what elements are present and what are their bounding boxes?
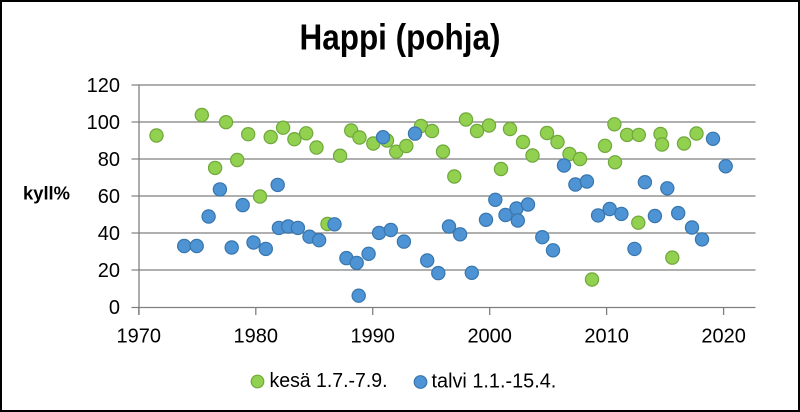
svg-text:kesä 1.7.-7.9.: kesä 1.7.-7.9. [270,370,388,392]
svg-text:60: 60 [98,186,120,208]
svg-text:1980: 1980 [234,326,279,348]
svg-text:1970: 1970 [117,326,162,348]
svg-text:40: 40 [98,223,120,245]
svg-text:0: 0 [109,297,120,319]
svg-text:kyll%: kyll% [23,183,70,204]
svg-text:2020: 2020 [701,326,746,348]
svg-text:80: 80 [98,149,120,171]
svg-text:1990: 1990 [350,326,395,348]
svg-text:120: 120 [87,75,120,97]
svg-text:20: 20 [98,260,120,282]
svg-text:Happi (pohja): Happi (pohja) [300,17,501,58]
svg-text:100: 100 [87,112,120,134]
svg-text:2010: 2010 [584,326,629,348]
svg-text:talvi 1.1.-15.4.: talvi 1.1.-15.4. [432,371,557,393]
svg-text:2000: 2000 [467,326,512,348]
